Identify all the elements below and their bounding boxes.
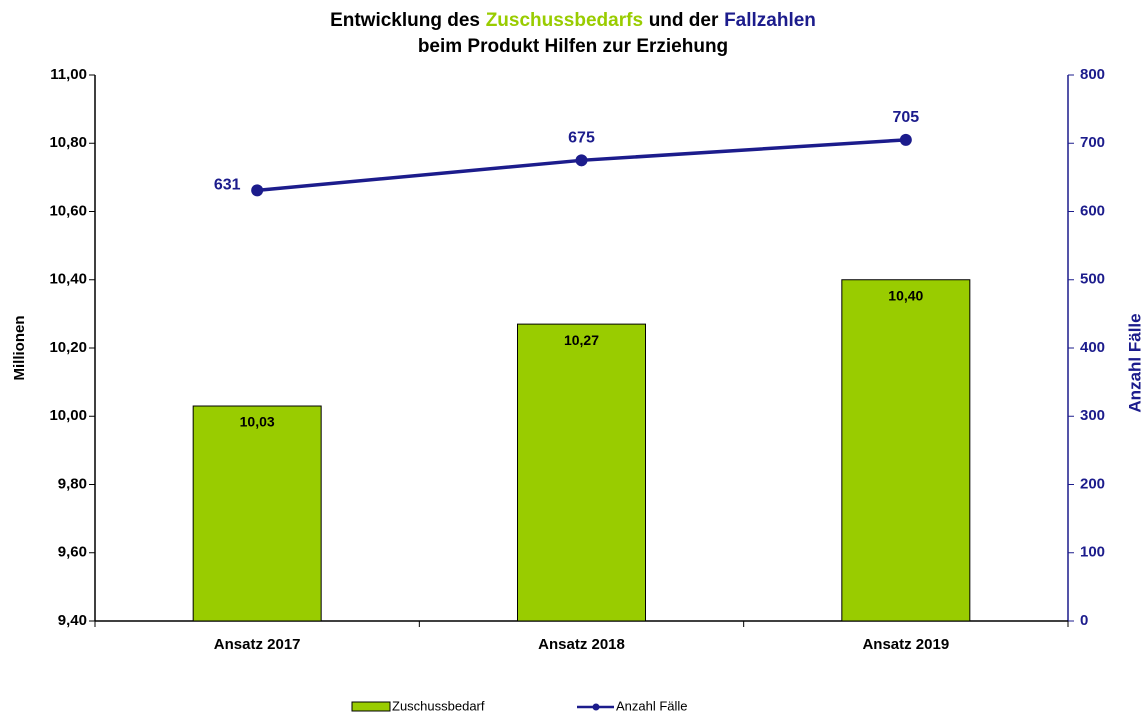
legend-marker <box>592 703 600 711</box>
bar-value-label: 10,27 <box>564 332 599 348</box>
y-tick-label: 10,80 <box>49 134 87 151</box>
line-value-label: 705 <box>892 109 919 126</box>
y-tick-label: 10,20 <box>49 339 87 356</box>
y-tick-label: 10,60 <box>49 202 87 219</box>
line-marker <box>251 184 264 197</box>
title-row: Entwicklung des Zuschussbedarfs und der … <box>0 8 1146 34</box>
y-tick-label: 10,40 <box>49 271 87 288</box>
y2-tick-label: 600 <box>1080 202 1105 219</box>
bar <box>192 405 322 622</box>
title-part: Zuschussbedarfs <box>485 10 644 31</box>
legend-label: Anzahl Fälle <box>616 698 688 713</box>
line-value-label: 675 <box>568 130 595 147</box>
y2-tick-label: 800 <box>1080 66 1105 83</box>
y2-tick-label: 400 <box>1080 339 1105 356</box>
bar <box>841 279 971 622</box>
y2-tick-label: 0 <box>1080 612 1088 629</box>
y-axis-label: Millionen <box>11 316 28 381</box>
y2-tick-label: 200 <box>1080 475 1105 492</box>
legend-label: Zuschussbedarf <box>392 698 485 713</box>
y2-tick-label: 700 <box>1080 134 1105 151</box>
title-part: Entwicklung des <box>330 10 480 31</box>
bar-value-label: 10,40 <box>888 287 923 303</box>
legend-swatch <box>351 701 391 712</box>
subtitle: beim Produkt Hilfen zur Erziehung <box>417 36 729 57</box>
y2-tick-label: 500 <box>1080 271 1105 288</box>
x-tick-label: Ansatz 2018 <box>538 636 625 653</box>
line-marker <box>575 154 588 167</box>
y-tick-label: 9,80 <box>58 475 87 492</box>
y-tick-label: 9,60 <box>58 544 87 561</box>
bar <box>517 323 646 622</box>
title: Entwicklung des Zuschussbedarfs und der … <box>0 8 1146 60</box>
line-value-label: 631 <box>214 177 241 194</box>
title-part: und der <box>648 10 719 31</box>
bar-value-label: 10,03 <box>240 414 275 430</box>
y2-tick-label: 100 <box>1080 544 1105 561</box>
y2-tick-label: 300 <box>1080 407 1105 424</box>
y-tick-label: 10,00 <box>49 407 87 424</box>
y2-axis-label: Anzahl Fälle <box>1125 313 1144 412</box>
y-tick-label: 11,00 <box>50 66 87 83</box>
title-part: Fallzahlen <box>724 10 816 31</box>
x-tick-label: Ansatz 2019 <box>862 636 949 653</box>
line-marker <box>899 133 912 146</box>
x-tick-label: Ansatz 2017 <box>214 636 301 653</box>
y-tick-label: 9,40 <box>58 612 87 629</box>
